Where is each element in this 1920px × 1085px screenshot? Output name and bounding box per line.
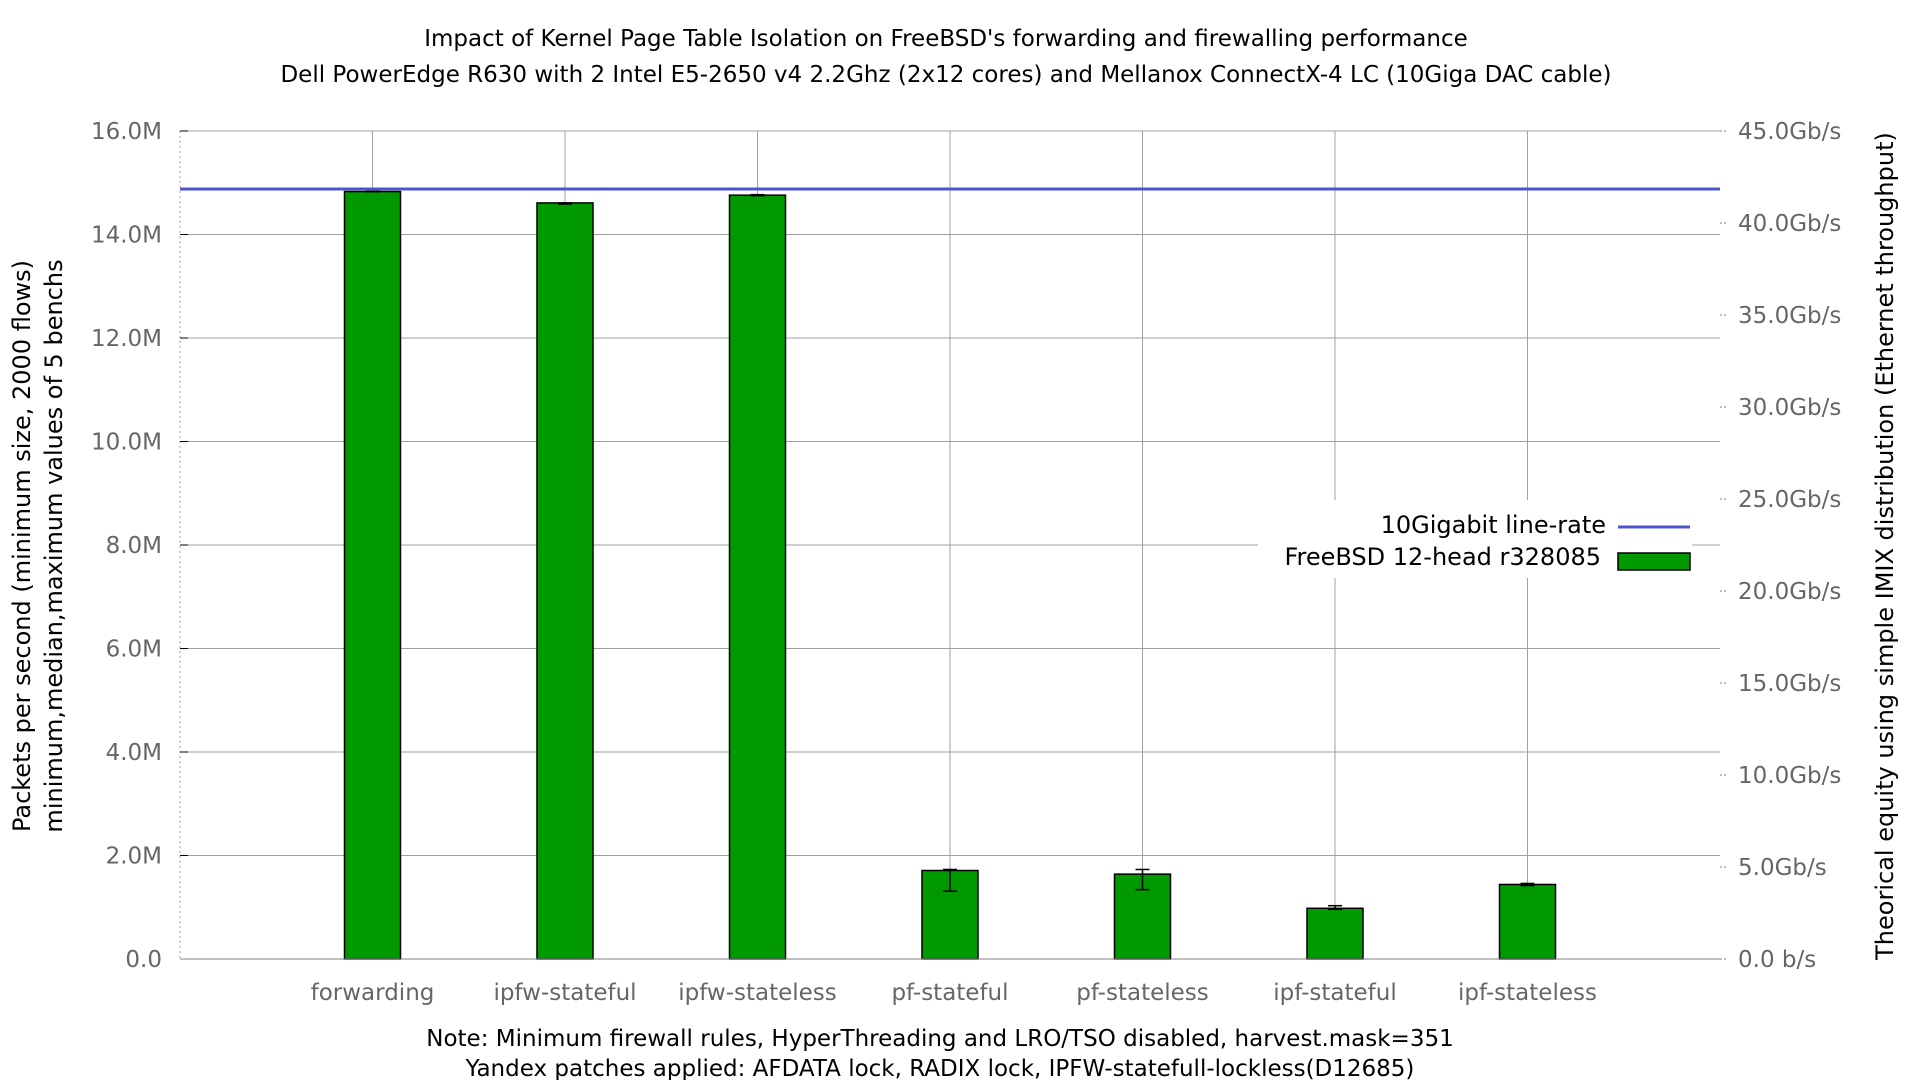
y2-tick-label: 20.0Gb/s xyxy=(1738,579,1841,605)
y-axis-label-line-1: Packets per second (minimum size, 2000 f… xyxy=(8,260,36,832)
y2-tick-label: 15.0Gb/s xyxy=(1738,671,1841,697)
legend-label-series: FreeBSD 12-head r328085 xyxy=(1284,543,1601,571)
y-tick-label: 8.0M xyxy=(106,533,162,559)
bar xyxy=(343,190,402,960)
error-bars xyxy=(365,190,1535,911)
y2-axis-label: Theorical equity using simple IMIX distr… xyxy=(1871,132,1899,961)
bars xyxy=(343,190,1557,960)
x-tick-label: pf-stateless xyxy=(1076,980,1209,1006)
axes xyxy=(180,130,1728,960)
y-tick-label: 16.0M xyxy=(91,119,162,145)
y2-tick-label: 25.0Gb/s xyxy=(1738,487,1841,513)
chart-title-line-1: Impact of Kernel Page Table Isolation on… xyxy=(424,26,1468,52)
y2-tick-label: 35.0Gb/s xyxy=(1738,303,1841,329)
y-tick-label: 12.0M xyxy=(91,326,162,352)
x-tick-label: forwarding xyxy=(311,980,435,1006)
x-tick-label: ipfw-stateful xyxy=(493,980,636,1006)
bar xyxy=(728,194,787,960)
y-tick-label: 0.0 xyxy=(125,947,162,973)
note-line-1: Note: Minimum firewall rules, HyperThrea… xyxy=(426,1026,1453,1052)
legend: 10Gigabit line-rate FreeBSD 12-head r3280… xyxy=(1258,500,1692,578)
y2-tick-label: 40.0Gb/s xyxy=(1738,211,1841,237)
y-tick-label: 4.0M xyxy=(106,740,162,766)
y2-tick-label: 0.0 b/s xyxy=(1738,947,1816,973)
y2-tick-label: 10.0Gb/s xyxy=(1738,763,1841,789)
y2-tick-label: 30.0Gb/s xyxy=(1738,395,1841,421)
legend-label-line-rate: 10Gigabit line-rate xyxy=(1381,511,1606,539)
chart-title-line-2: Dell PowerEdge R630 with 2 Intel E5-2650… xyxy=(280,62,1611,88)
x-tick-label: pf-stateful xyxy=(891,980,1008,1006)
note-line-2: Yandex patches applied: AFDATA lock, RAD… xyxy=(465,1056,1415,1080)
x-tick-label: ipfw-stateless xyxy=(678,980,837,1006)
bar xyxy=(536,202,594,960)
x-tick-label: ipf-stateful xyxy=(1273,980,1396,1006)
y-tick-label: 2.0M xyxy=(106,844,162,870)
bar xyxy=(1306,907,1364,960)
x-tick-label: ipf-stateless xyxy=(1458,980,1597,1006)
y-tick-label: 6.0M xyxy=(106,637,162,663)
tick-labels: 0.0 2.0M 4.0M 6.0M 8.0M 10.0M 12.0M 14.0M 16.0M f… xyxy=(91,119,1841,1006)
y-axis-label-line-2: minimum,median,maximum values of 5 bench… xyxy=(40,259,68,832)
y-tick-label: 10.0M xyxy=(91,430,162,456)
legend-swatch-series xyxy=(1617,552,1691,571)
y2-tick-label: 45.0Gb/s xyxy=(1738,119,1841,145)
bar xyxy=(1498,883,1557,960)
y2-tick-label: 5.0Gb/s xyxy=(1738,855,1827,881)
y-tick-label: 14.0M xyxy=(91,223,162,249)
